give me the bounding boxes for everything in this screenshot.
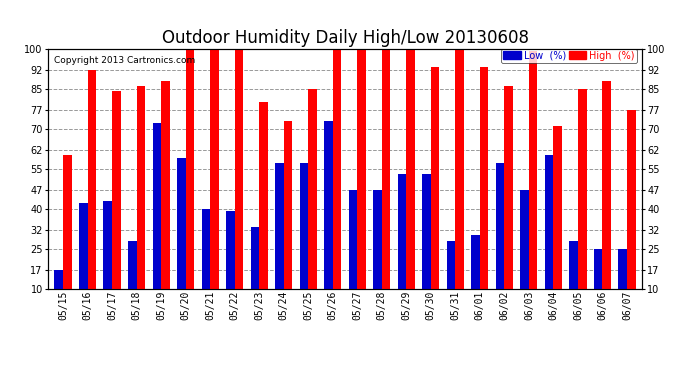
Bar — [186, 49, 194, 315]
Bar — [177, 158, 186, 315]
Bar — [471, 236, 480, 315]
Bar — [226, 211, 235, 315]
Bar — [602, 81, 611, 315]
Bar — [578, 89, 586, 315]
Bar — [235, 49, 244, 315]
Bar — [275, 164, 284, 315]
Bar — [520, 190, 529, 315]
Bar — [504, 86, 513, 315]
Bar — [553, 126, 562, 315]
Bar — [480, 68, 489, 315]
Bar — [446, 241, 455, 315]
Bar — [348, 190, 357, 315]
Text: Copyright 2013 Cartronics.com: Copyright 2013 Cartronics.com — [55, 56, 195, 65]
Bar — [397, 174, 406, 315]
Bar — [63, 155, 72, 315]
Bar — [137, 86, 145, 315]
Bar — [422, 174, 431, 315]
Bar — [496, 164, 504, 315]
Bar — [112, 92, 121, 315]
Legend: Low  (%), High  (%): Low (%), High (%) — [502, 49, 637, 63]
Bar — [152, 123, 161, 315]
Bar — [455, 49, 464, 315]
Bar — [299, 164, 308, 315]
Bar — [618, 249, 627, 315]
Bar — [333, 49, 342, 315]
Bar — [259, 102, 268, 315]
Bar — [284, 121, 293, 315]
Bar — [201, 209, 210, 315]
Bar — [569, 241, 578, 315]
Bar — [545, 155, 553, 315]
Bar — [79, 203, 88, 315]
Bar — [128, 241, 137, 315]
Bar — [88, 70, 96, 315]
Title: Outdoor Humidity Daily High/Low 20130608: Outdoor Humidity Daily High/Low 20130608 — [161, 29, 529, 47]
Bar — [357, 49, 366, 315]
Bar — [373, 190, 382, 315]
Bar — [250, 227, 259, 315]
Bar — [627, 110, 635, 315]
Bar — [324, 121, 333, 315]
Bar — [308, 89, 317, 315]
Bar — [55, 270, 63, 315]
Bar — [104, 201, 112, 315]
Bar — [382, 49, 391, 315]
Bar — [431, 68, 440, 315]
Bar — [529, 51, 538, 315]
Bar — [406, 49, 415, 315]
Bar — [210, 49, 219, 315]
Bar — [161, 81, 170, 315]
Bar — [594, 249, 602, 315]
